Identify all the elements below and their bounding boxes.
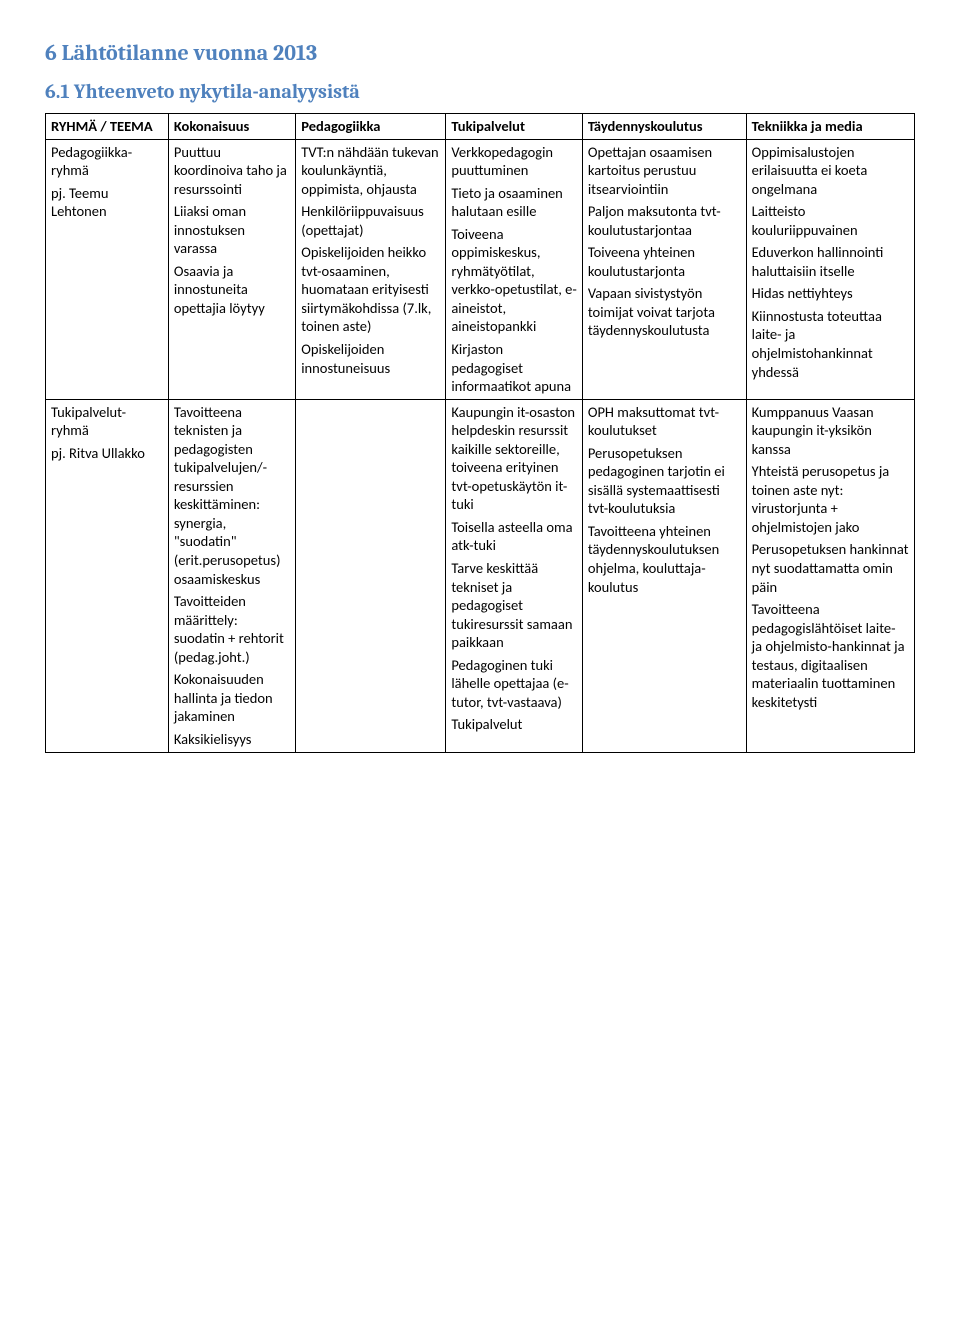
cell-taydennys: OPH maksuttomat tvt-koulutukset Perusope… — [582, 399, 746, 752]
cell-text: Liiaksi oman innostuksen varassa — [174, 202, 290, 258]
page-heading-2: 6.1 Yhteenveto nykytila-analyysistä — [45, 80, 915, 103]
cell-text: Opiskelijoiden innostuneisuus — [301, 340, 440, 377]
col-header-tukipalvelut: Tukipalvelut — [446, 114, 582, 140]
cell-taydennys: Opettajan osaamisen kartoitus perustuu i… — [582, 139, 746, 399]
cell-text: Kumppanuus Vaasan kaupungin it-yksikön k… — [752, 403, 909, 459]
cell-pedagogiikka: TVT:n nähdään tukevan koulunkäyntiä, opp… — [296, 139, 446, 399]
cell-text: Hidas nettiyhteys — [752, 284, 909, 303]
cell-text: Eduverkon hallinnointi haluttaisiin itse… — [752, 243, 909, 280]
cell-tekniikka: Kumppanuus Vaasan kaupungin it-yksikön k… — [746, 399, 914, 752]
cell-text: Vapaan sivistystyön toimijat voivat tarj… — [588, 284, 741, 340]
cell-text: Kiinnostusta toteuttaa laite- ja ohjelmi… — [752, 307, 909, 381]
cell-tekniikka: Oppimisalustojen erilaisuutta ei koeta o… — [746, 139, 914, 399]
cell-text: Opettajan osaamisen kartoitus perustuu i… — [588, 143, 741, 199]
cell-text: Perusopetuksen pedagoginen tarjotin ei s… — [588, 444, 741, 518]
table-row: Pedagogiikka-ryhmä pj. Teemu Lehtonen Pu… — [46, 139, 915, 399]
cell-text: Toiveena yhteinen koulutustarjonta — [588, 243, 741, 280]
cell-text: Paljon maksutonta tvt-koulutustarjontaa — [588, 202, 741, 239]
cell-text: Tukipalvelut-ryhmä — [51, 403, 163, 440]
cell-tukipalvelut: Kaupungin it-osaston helpdeskin resurssi… — [446, 399, 582, 752]
cell-kokonaisuus: Puuttuu koordinoiva taho ja resurssointi… — [168, 139, 295, 399]
cell-text: Tavoitteiden määrittely: suodatin + reht… — [174, 592, 290, 666]
cell-text: TVT:n nähdään tukevan koulunkäyntiä, opp… — [301, 143, 440, 199]
cell-text: Toisella asteella oma atk-tuki — [451, 518, 576, 555]
cell-text: OPH maksuttomat tvt-koulutukset — [588, 403, 741, 440]
col-header-taydennyskoulutus: Täydennyskoulutus — [582, 114, 746, 140]
col-header-ryhma: RYHMÄ / TEEMA — [46, 114, 169, 140]
cell-text: Perusopetuksen hankinnat nyt suodattamat… — [752, 540, 909, 596]
cell-text: Kirjaston pedagogiset informaatikot apun… — [451, 340, 576, 396]
cell-text: Laitteisto kouluriippuvainen — [752, 202, 909, 239]
col-header-tekniikka: Tekniikka ja media — [746, 114, 914, 140]
cell-text: Kaupungin it-osaston helpdeskin resurssi… — [451, 403, 576, 514]
cell-text: Kokonaisuuden hallinta ja tiedon jakamin… — [174, 670, 290, 726]
page-heading-1: 6 Lähtötilanne vuonna 2013 — [45, 40, 915, 66]
col-header-pedagogiikka: Pedagogiikka — [296, 114, 446, 140]
cell-text: pj. Ritva Ullakko — [51, 444, 163, 463]
cell-text: Puuttuu koordinoiva taho ja resurssointi — [174, 143, 290, 199]
cell-text: Tieto ja osaaminen halutaan esille — [451, 184, 576, 221]
cell-text: Opiskelijoiden heikko tvt-osaaminen, huo… — [301, 243, 440, 336]
analysis-table: RYHMÄ / TEEMA Kokonaisuus Pedagogiikka T… — [45, 113, 915, 753]
cell-text: Tavoitteena yhteinen täydennyskoulutukse… — [588, 522, 741, 596]
cell-text: Pedagoginen tuki lähelle opettajaa (e-tu… — [451, 656, 576, 712]
cell-text: Yhteistä perusopetus ja toinen aste nyt:… — [752, 462, 909, 536]
table-row: Tukipalvelut-ryhmä pj. Ritva Ullakko Tav… — [46, 399, 915, 752]
row-header-pedagogiikka: Pedagogiikka-ryhmä pj. Teemu Lehtonen — [46, 139, 169, 399]
cell-text: Verkkopedagogin puuttuminen — [451, 143, 576, 180]
cell-text: Tavoitteena teknisten ja pedagogisten tu… — [174, 403, 290, 588]
col-header-kokonaisuus: Kokonaisuus — [168, 114, 295, 140]
cell-text: Tukipalvelut — [451, 715, 576, 734]
cell-text: pj. Teemu Lehtonen — [51, 184, 163, 221]
cell-text: Osaavia ja innostuneita opettajia löytyy — [174, 262, 290, 318]
cell-text: Tarve keskittää tekniset ja pedagogiset … — [451, 559, 576, 652]
cell-kokonaisuus: Tavoitteena teknisten ja pedagogisten tu… — [168, 399, 295, 752]
cell-text: Oppimisalustojen erilaisuutta ei koeta o… — [752, 143, 909, 199]
cell-text: Tavoitteena pedagogislähtöiset laite- ja… — [752, 600, 909, 711]
row-header-tukipalvelut: Tukipalvelut-ryhmä pj. Ritva Ullakko — [46, 399, 169, 752]
cell-text: Kaksikielisyys — [174, 730, 290, 749]
table-header-row: RYHMÄ / TEEMA Kokonaisuus Pedagogiikka T… — [46, 114, 915, 140]
cell-pedagogiikka-empty — [296, 399, 446, 752]
cell-text: Pedagogiikka-ryhmä — [51, 143, 163, 180]
cell-text: Henkilöriippuvaisuus (opettajat) — [301, 202, 440, 239]
cell-text: Toiveena oppimiskeskus, ryhmätyötilat, v… — [451, 225, 576, 336]
cell-tukipalvelut: Verkkopedagogin puuttuminen Tieto ja osa… — [446, 139, 582, 399]
